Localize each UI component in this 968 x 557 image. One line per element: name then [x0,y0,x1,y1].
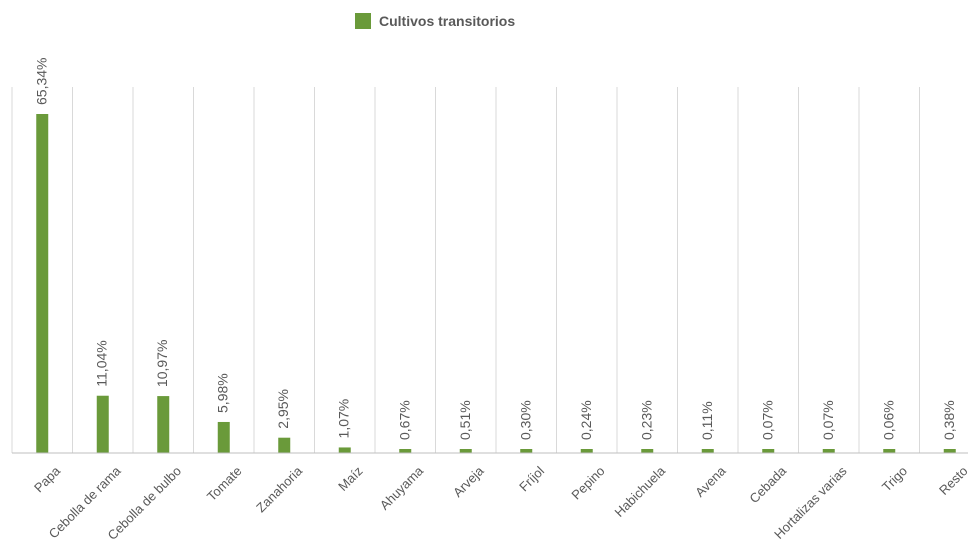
bar-cebada [762,449,775,453]
bar-ahuyama [399,449,412,453]
data-label: 0,07% [820,400,836,440]
data-label: 2,95% [275,389,291,429]
data-label: 65,34% [33,58,49,105]
data-label: 0,24% [578,400,594,440]
data-label: 0,30% [517,400,533,440]
bar-avena [701,449,714,453]
x-tick-label: Fríjol [516,463,547,494]
legend: Cultivos transitorios [355,13,515,29]
bar-cebolla-de-bulbo [157,396,170,453]
x-tick-label: Habichuela [612,463,669,520]
x-tick-label: Trigo [879,463,910,494]
bar-fríjol [520,449,533,453]
legend-swatch [355,13,371,29]
data-label: 11,04% [94,340,110,386]
x-tick-label: Papa [31,463,64,496]
data-label: 0,51% [457,400,473,440]
x-tick-label: Ahuyama [377,463,427,513]
x-tick-label: Arveja [450,463,487,500]
x-tick-label: Avena [692,463,729,500]
legend-label: Cultivos transitorios [379,13,516,29]
data-label: 10,97% [154,340,170,387]
bar-habichuela [641,449,654,453]
gridlines [11,87,920,453]
x-tick-label: Zanahoria [253,463,306,516]
bar-resto [943,449,956,453]
data-label: 0,38% [941,400,957,440]
bar-zanahoria [278,437,291,453]
data-label: 0,06% [880,400,896,440]
x-tick-label: Pepino [568,463,607,502]
x-tick-label: Resto [936,463,968,498]
bar-tomate [217,421,230,453]
x-tick-label: Maíz [335,463,366,494]
bar-trigo [883,449,896,453]
data-label: 0,67% [396,400,412,440]
bars [36,114,956,453]
bar-arveja [459,449,472,453]
bar-hortalizas-varias [822,449,835,453]
data-labels: 65,34% 11,04% 10,97% 5,98% 2,95% 1,07% 0,67% 0,… [33,58,957,440]
data-label: 1,07% [336,399,352,439]
bar-papa [36,114,49,453]
data-label: 0,23% [638,400,654,440]
x-tick-label: Tomate [204,463,245,504]
data-label: 0,07% [759,400,775,440]
data-label: 5,98% [215,373,231,413]
data-label: 0,11% [699,401,715,440]
bar-maíz [338,447,351,453]
x-tick-label: Cebada [746,463,789,506]
bar-pepino [580,449,593,453]
bar-cebolla-de-rama [96,395,109,453]
